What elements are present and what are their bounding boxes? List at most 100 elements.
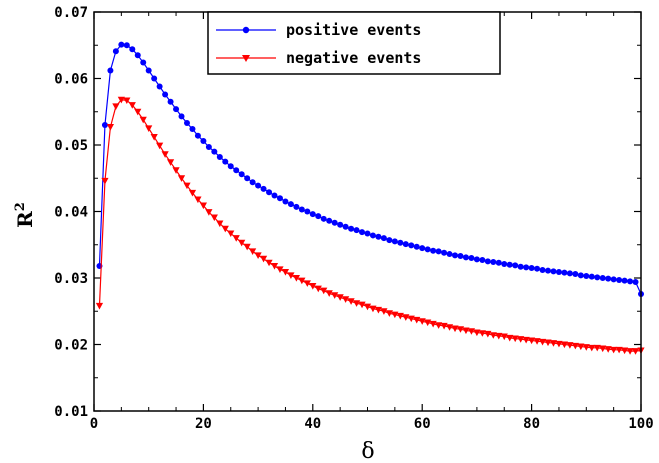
data-point	[123, 97, 131, 105]
data-point	[397, 239, 404, 246]
data-point	[588, 273, 595, 280]
data-point	[222, 158, 229, 165]
data-point	[380, 235, 387, 242]
data-point	[177, 175, 186, 182]
data-point	[473, 329, 481, 337]
data-point	[632, 278, 639, 285]
data-point	[293, 203, 300, 210]
data-point	[194, 132, 201, 139]
data-point	[560, 341, 569, 349]
data-point	[309, 211, 316, 218]
data-point	[593, 344, 601, 352]
data-point	[506, 261, 513, 268]
data-point	[309, 282, 317, 290]
data-point	[254, 252, 262, 259]
data-point	[336, 294, 344, 301]
data-point	[456, 326, 465, 333]
data-point	[326, 217, 333, 224]
data-point	[232, 235, 240, 242]
data-point	[260, 185, 267, 192]
data-point	[331, 292, 339, 299]
data-point	[107, 67, 114, 74]
data-point	[386, 237, 393, 244]
data-point	[413, 316, 421, 324]
x-tick-label-1: 20	[195, 416, 212, 432]
data-point	[205, 143, 212, 150]
data-point	[419, 245, 426, 252]
x-tick-label-0: 0	[90, 416, 98, 432]
y-tick-label-4: 0.05	[54, 138, 88, 154]
y-tick-label-2: 0.03	[54, 271, 88, 287]
data-point	[183, 120, 190, 127]
data-point	[385, 310, 393, 317]
data-point	[325, 290, 333, 297]
data-point	[631, 348, 640, 355]
data-point	[369, 232, 376, 239]
data-point	[314, 285, 322, 293]
data-point	[303, 280, 311, 287]
data-point	[478, 330, 486, 337]
data-point	[244, 175, 251, 182]
y-tick-labels: 0.01 0.02 0.03 0.04 0.05 0.06 0.07	[54, 5, 88, 420]
data-point	[216, 153, 223, 160]
data-point	[577, 272, 584, 279]
data-point	[348, 225, 355, 232]
data-point	[462, 327, 470, 335]
data-point	[101, 177, 109, 185]
data-point	[418, 318, 426, 325]
data-point	[189, 126, 196, 133]
legend-label-negative: negative events	[286, 49, 421, 67]
data-point	[118, 41, 125, 48]
data-point	[571, 342, 579, 350]
data-point	[276, 266, 284, 273]
data-point	[484, 330, 492, 338]
data-point	[123, 42, 130, 49]
data-point	[534, 265, 541, 272]
data-point	[156, 83, 163, 90]
data-point	[468, 255, 475, 262]
data-point	[539, 267, 546, 274]
data-point	[446, 251, 453, 258]
data-point	[259, 255, 268, 263]
data-point	[266, 189, 273, 196]
data-point	[430, 247, 437, 254]
data-point	[457, 253, 464, 260]
legend-label-positive: positive events	[286, 21, 421, 39]
data-point	[276, 195, 283, 202]
data-point	[545, 267, 552, 274]
data-point	[489, 332, 497, 339]
legend-marker-positive	[242, 26, 250, 34]
y-tick-label-5: 0.06	[54, 72, 88, 88]
y-tick-label-1: 0.02	[54, 338, 88, 354]
data-point	[517, 336, 525, 343]
data-point	[249, 248, 257, 255]
series-line	[98, 43, 642, 295]
data-point	[599, 345, 607, 353]
data-point	[440, 322, 448, 330]
data-point	[320, 287, 328, 295]
data-point	[112, 48, 119, 55]
data-point	[128, 102, 136, 109]
data-point	[627, 278, 634, 285]
data-point	[424, 246, 431, 253]
data-point	[101, 122, 108, 129]
data-point	[162, 91, 169, 98]
data-point	[304, 208, 311, 215]
data-point	[615, 346, 623, 354]
data-point	[188, 189, 197, 197]
data-point	[626, 348, 634, 355]
legend-marker-negative	[242, 55, 250, 62]
data-point	[167, 98, 174, 105]
series-negative-events	[95, 96, 645, 355]
data-point	[221, 225, 229, 233]
data-point	[594, 274, 601, 281]
data-point	[161, 151, 169, 158]
data-point	[528, 337, 536, 345]
data-point	[582, 344, 590, 351]
y-tick-label-0: 0.01	[54, 404, 88, 420]
data-point	[533, 338, 541, 345]
data-point	[538, 338, 547, 346]
data-point	[183, 182, 191, 190]
data-point	[298, 206, 305, 213]
